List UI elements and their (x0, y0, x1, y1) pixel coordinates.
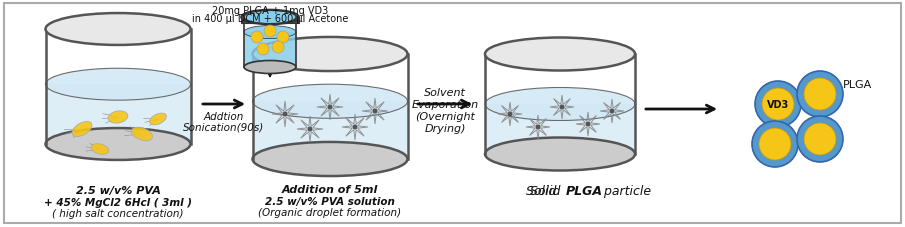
Circle shape (752, 121, 798, 167)
Ellipse shape (45, 69, 190, 101)
Text: 20mg PLGA + 1mg VD3: 20mg PLGA + 1mg VD3 (212, 6, 329, 16)
Circle shape (797, 72, 843, 118)
Circle shape (804, 123, 836, 155)
Circle shape (264, 26, 276, 38)
Circle shape (251, 32, 263, 44)
Text: Solid: Solid (530, 184, 565, 197)
Text: (Organic droplet formation): (Organic droplet formation) (259, 207, 402, 217)
Circle shape (282, 112, 288, 117)
Ellipse shape (252, 85, 407, 119)
Ellipse shape (108, 111, 128, 124)
Text: particle: particle (600, 184, 651, 197)
Text: Solvent: Solvent (424, 88, 466, 98)
Ellipse shape (485, 88, 635, 121)
Polygon shape (45, 85, 190, 144)
Circle shape (762, 89, 794, 121)
Polygon shape (252, 102, 407, 159)
Circle shape (586, 122, 590, 127)
Circle shape (308, 127, 312, 132)
Circle shape (373, 109, 377, 114)
Circle shape (804, 79, 836, 111)
Text: Addtion: Addtion (204, 111, 244, 121)
Ellipse shape (241, 10, 299, 25)
Text: PLGA: PLGA (566, 184, 603, 197)
Text: VD3: VD3 (767, 100, 789, 109)
Circle shape (353, 125, 357, 130)
Ellipse shape (91, 144, 109, 155)
Ellipse shape (131, 128, 153, 141)
Text: Addition of 5ml: Addition of 5ml (281, 184, 378, 194)
Circle shape (755, 82, 801, 127)
Circle shape (277, 32, 289, 44)
Circle shape (508, 112, 512, 117)
Circle shape (609, 109, 614, 114)
Circle shape (559, 105, 565, 110)
Text: 2.5 w/v% PVA: 2.5 w/v% PVA (75, 185, 160, 195)
Circle shape (257, 44, 269, 56)
Polygon shape (4, 4, 901, 223)
Polygon shape (485, 105, 635, 154)
Text: Evaporation: Evaporation (412, 100, 479, 109)
Circle shape (797, 116, 843, 162)
Circle shape (272, 42, 284, 54)
Ellipse shape (244, 11, 296, 24)
Ellipse shape (485, 38, 635, 71)
Circle shape (328, 105, 332, 110)
Ellipse shape (244, 26, 296, 39)
Ellipse shape (244, 61, 296, 74)
Text: PLGA: PLGA (843, 80, 872, 90)
Text: in 400 µl DCM + 600 µl Acetone: in 400 µl DCM + 600 µl Acetone (192, 14, 348, 24)
Ellipse shape (149, 114, 167, 125)
Text: Drying): Drying) (424, 123, 466, 133)
Circle shape (759, 128, 791, 160)
Ellipse shape (45, 128, 190, 160)
Ellipse shape (252, 38, 407, 72)
Text: Sonication(90s): Sonication(90s) (184, 121, 264, 131)
Text: ( high salt concentration): ( high salt concentration) (52, 208, 184, 218)
Circle shape (536, 125, 540, 130)
Polygon shape (241, 18, 299, 24)
Text: (Overnight: (Overnight (415, 111, 475, 121)
Ellipse shape (45, 14, 190, 46)
Polygon shape (244, 33, 296, 68)
Ellipse shape (72, 122, 92, 137)
Ellipse shape (485, 138, 635, 171)
Text: 2.5 w/v% PVA solution: 2.5 w/v% PVA solution (265, 196, 395, 206)
Text: + 45% MgCl2 6Hcl ( 3ml ): + 45% MgCl2 6Hcl ( 3ml ) (44, 197, 192, 207)
Ellipse shape (252, 142, 407, 176)
Text: Solid: Solid (526, 184, 560, 197)
